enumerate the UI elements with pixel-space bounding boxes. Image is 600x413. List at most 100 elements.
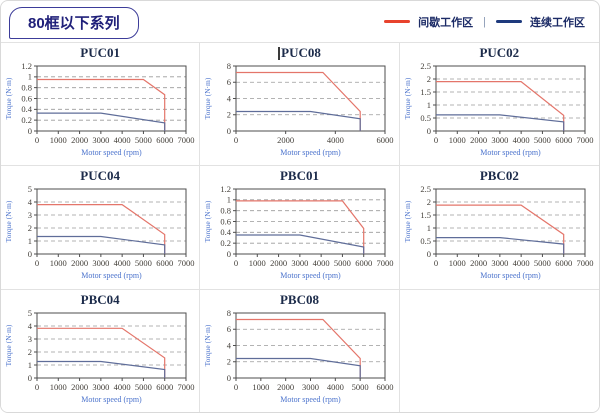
svg-text:2000: 2000 — [270, 258, 287, 268]
y-axis-label: Torque (N·m) — [403, 200, 412, 242]
chart-title: PUC01 — [80, 45, 121, 60]
svg-text:2000: 2000 — [277, 135, 294, 145]
svg-text:1: 1 — [227, 195, 231, 205]
svg-text:1000: 1000 — [249, 258, 266, 268]
chart-title: PBC08 — [279, 291, 319, 307]
svg-text:0: 0 — [227, 126, 231, 136]
chart-cell: PBC04 0 1 2 3 4 5 0 1000 2000 3000 4000 5000 6000 7000… — [1, 288, 201, 412]
svg-text:2000: 2000 — [71, 258, 88, 268]
y-axis-label: Torque (N·m) — [203, 200, 212, 242]
svg-text:0: 0 — [434, 135, 438, 145]
intermittent-curve — [235, 318, 361, 378]
svg-text:3000: 3000 — [302, 382, 319, 392]
svg-text:0: 0 — [234, 382, 238, 392]
svg-text:8: 8 — [227, 61, 231, 71]
svg-text:0: 0 — [27, 126, 31, 136]
x-axis-label: Motor speed (rpm) — [81, 395, 142, 404]
svg-text:5000: 5000 — [352, 382, 369, 392]
svg-text:1: 1 — [27, 72, 31, 82]
svg-text:2: 2 — [27, 346, 31, 356]
svg-text:1: 1 — [27, 236, 31, 246]
svg-text:6000: 6000 — [376, 135, 393, 145]
svg-text:4000: 4000 — [313, 258, 330, 268]
svg-text:3000: 3000 — [291, 258, 308, 268]
legend-label-intermittent: 间歇工作区 — [418, 16, 474, 29]
svg-text:4000: 4000 — [113, 258, 130, 268]
intermittent-curve — [435, 204, 565, 255]
svg-text:0.2: 0.2 — [21, 115, 32, 125]
chart-canvas: 0 0.5 1 1.5 2 2.5 0 1000 2000 3000 4000 5000 6000 700… — [403, 184, 594, 280]
svg-text:2: 2 — [227, 110, 231, 120]
chart-cell: PUC01 0 0.2 0.4 0.6 0.8 1 1.2 0 1000 2000 3000 4000 5… — [1, 42, 201, 166]
svg-text:2.5: 2.5 — [420, 184, 431, 194]
svg-text:2000: 2000 — [470, 258, 487, 268]
svg-text:0.6: 0.6 — [21, 93, 32, 103]
svg-text:6000: 6000 — [156, 135, 173, 145]
text-cursor-icon — [278, 46, 281, 60]
continuous-curve — [235, 357, 361, 378]
svg-text:1000: 1000 — [49, 382, 66, 392]
svg-text:0.6: 0.6 — [220, 217, 231, 227]
intermittent-curve — [435, 81, 565, 131]
y-axis-label: Torque (N·m) — [4, 77, 13, 119]
svg-text:0: 0 — [427, 249, 431, 259]
x-axis-label: Motor speed (rpm) — [280, 395, 341, 404]
intermittent-curve — [36, 204, 165, 255]
svg-text:1: 1 — [427, 223, 431, 233]
chart-cell: PBC02 0 0.5 1 1.5 2 2.5 0 1000 2000 3000 4000 5000 60… — [399, 165, 599, 289]
chart-canvas: 0 2 4 6 8 0 2000 4000 6000 Motor speed (rpm) Torqu… — [203, 61, 394, 157]
svg-text:4000: 4000 — [327, 135, 344, 145]
empty-cell — [399, 288, 599, 412]
svg-text:1000: 1000 — [449, 135, 466, 145]
chart-title: PBC02 — [479, 168, 519, 184]
x-axis-label: Motor speed (rpm) — [480, 271, 541, 280]
continuous-curve — [235, 234, 365, 255]
x-axis-label: Motor speed (rpm) — [81, 148, 142, 157]
svg-text:2000: 2000 — [71, 135, 88, 145]
chart-cell: PBC01 0 0.2 0.4 0.6 0.8 1 1.2 0 1000 2000 3000 4000 5… — [200, 165, 400, 289]
chart-canvas: 0 0.5 1 1.5 2 2.5 0 1000 2000 3000 4000 5000 6000 700… — [403, 61, 594, 157]
svg-text:1000: 1000 — [252, 382, 269, 392]
svg-text:6: 6 — [227, 324, 231, 334]
continuous-curve — [235, 110, 361, 131]
svg-text:6000: 6000 — [376, 382, 393, 392]
svg-text:1000: 1000 — [449, 258, 466, 268]
svg-text:6000: 6000 — [355, 258, 372, 268]
svg-text:7000: 7000 — [376, 258, 393, 268]
chart-canvas: 0 2 4 6 8 0 1000 2000 3000 4000 5000 6000 Motor spee… — [203, 308, 394, 404]
svg-text:0: 0 — [427, 126, 431, 136]
continuous-curve — [435, 237, 565, 255]
svg-text:0: 0 — [35, 382, 39, 392]
svg-text:1.5: 1.5 — [420, 87, 431, 97]
svg-text:2000: 2000 — [277, 382, 294, 392]
svg-text:0.8: 0.8 — [220, 206, 231, 216]
svg-text:0: 0 — [35, 258, 39, 268]
y-axis-label: Torque (N·m) — [403, 77, 412, 119]
y-axis-label: Torque (N·m) — [4, 324, 13, 366]
svg-text:0.4: 0.4 — [21, 104, 32, 114]
svg-text:7000: 7000 — [576, 135, 593, 145]
chart-title: PUC08 — [278, 45, 321, 61]
svg-text:4: 4 — [227, 340, 232, 350]
svg-text:0: 0 — [227, 249, 231, 259]
chart-cell: PUC02 0 0.5 1 1.5 2 2.5 0 1000 2000 3000 4000 5000 60… — [399, 42, 599, 166]
svg-text:4000: 4000 — [113, 382, 130, 392]
chart-grid: PUC01 0 0.2 0.4 0.6 0.8 1 1.2 0 1000 2000 3000 4000 5… — [1, 42, 599, 412]
legend-separator: | — [483, 15, 486, 28]
svg-text:5000: 5000 — [135, 382, 152, 392]
chart-cell: PUC04 0 1 2 3 4 5 0 1000 2000 3000 4000 5000 6000 7000… — [1, 165, 201, 289]
chart-canvas: 0 1 2 3 4 5 0 1000 2000 3000 4000 5000 6000 7000 Motor… — [4, 184, 195, 280]
x-axis-label: Motor speed (rpm) — [280, 271, 341, 280]
chart-title: PBC01 — [279, 168, 319, 184]
svg-text:3000: 3000 — [491, 258, 508, 268]
intermittent-line-swatch-icon — [384, 20, 411, 23]
header: 80框以下系列 间歇工作区 | 连续工作区 — [1, 1, 599, 42]
svg-text:6000: 6000 — [555, 135, 572, 145]
svg-text:1000: 1000 — [49, 135, 66, 145]
svg-text:2: 2 — [427, 197, 431, 207]
svg-text:0.8: 0.8 — [21, 82, 32, 92]
svg-text:1000: 1000 — [49, 258, 66, 268]
x-axis-label: Motor speed (rpm) — [280, 148, 341, 157]
x-axis-label: Motor speed (rpm) — [480, 148, 541, 157]
